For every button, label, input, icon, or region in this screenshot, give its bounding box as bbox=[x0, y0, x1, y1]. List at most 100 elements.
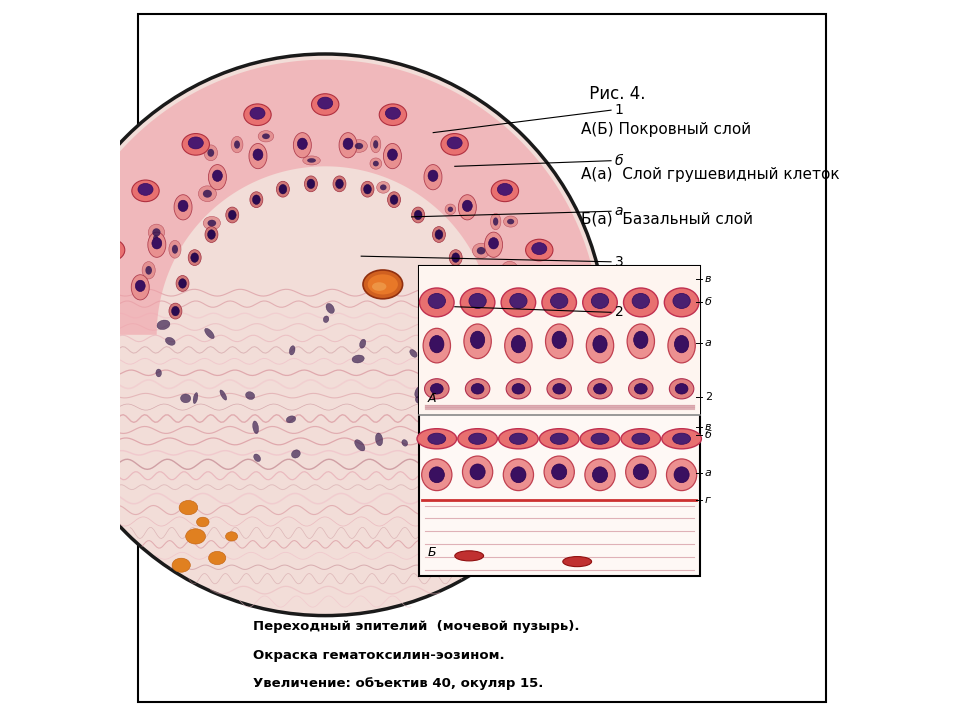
Ellipse shape bbox=[445, 204, 456, 215]
Ellipse shape bbox=[430, 336, 444, 353]
Ellipse shape bbox=[416, 396, 422, 404]
Ellipse shape bbox=[673, 433, 690, 444]
Ellipse shape bbox=[234, 140, 240, 149]
Ellipse shape bbox=[135, 280, 145, 292]
Ellipse shape bbox=[669, 379, 694, 399]
Ellipse shape bbox=[412, 207, 424, 223]
Text: б: б bbox=[705, 297, 711, 307]
Ellipse shape bbox=[169, 240, 181, 258]
Text: а: а bbox=[705, 468, 711, 478]
Ellipse shape bbox=[132, 180, 159, 202]
Ellipse shape bbox=[675, 384, 688, 394]
Ellipse shape bbox=[664, 288, 699, 317]
Ellipse shape bbox=[661, 428, 702, 449]
Ellipse shape bbox=[180, 500, 198, 515]
Ellipse shape bbox=[182, 133, 209, 155]
Ellipse shape bbox=[491, 213, 501, 230]
Ellipse shape bbox=[423, 328, 450, 363]
Ellipse shape bbox=[207, 149, 214, 157]
Ellipse shape bbox=[205, 227, 218, 243]
Ellipse shape bbox=[487, 330, 495, 342]
Ellipse shape bbox=[352, 355, 364, 363]
Ellipse shape bbox=[402, 440, 408, 446]
Ellipse shape bbox=[246, 392, 254, 400]
Ellipse shape bbox=[203, 190, 212, 198]
Text: Увеличение: объектив 40, окуляр 15.: Увеличение: объектив 40, окуляр 15. bbox=[253, 678, 543, 690]
Ellipse shape bbox=[361, 181, 374, 197]
Ellipse shape bbox=[89, 323, 99, 330]
Ellipse shape bbox=[673, 294, 690, 308]
Ellipse shape bbox=[420, 288, 454, 317]
Ellipse shape bbox=[333, 176, 346, 192]
Ellipse shape bbox=[355, 143, 363, 149]
Ellipse shape bbox=[470, 464, 485, 480]
Ellipse shape bbox=[145, 266, 152, 274]
Ellipse shape bbox=[471, 306, 479, 316]
Ellipse shape bbox=[503, 459, 534, 490]
Ellipse shape bbox=[197, 517, 209, 527]
Ellipse shape bbox=[226, 207, 239, 223]
Ellipse shape bbox=[279, 184, 287, 194]
Ellipse shape bbox=[634, 331, 648, 348]
Ellipse shape bbox=[383, 143, 401, 168]
Ellipse shape bbox=[629, 379, 653, 399]
Ellipse shape bbox=[153, 235, 158, 241]
Ellipse shape bbox=[188, 137, 204, 149]
Ellipse shape bbox=[472, 243, 490, 258]
Ellipse shape bbox=[336, 179, 344, 189]
Text: в: в bbox=[705, 274, 711, 284]
Ellipse shape bbox=[495, 403, 505, 413]
Ellipse shape bbox=[380, 184, 387, 190]
Ellipse shape bbox=[632, 294, 650, 308]
Ellipse shape bbox=[302, 156, 321, 165]
Polygon shape bbox=[50, 60, 600, 335]
Ellipse shape bbox=[505, 328, 532, 363]
Ellipse shape bbox=[468, 433, 487, 444]
Ellipse shape bbox=[432, 227, 445, 243]
Ellipse shape bbox=[104, 243, 119, 255]
Ellipse shape bbox=[510, 294, 527, 308]
Text: Рис. 4.: Рис. 4. bbox=[585, 85, 646, 102]
Ellipse shape bbox=[148, 232, 166, 257]
Ellipse shape bbox=[292, 450, 300, 458]
Ellipse shape bbox=[368, 274, 398, 294]
Ellipse shape bbox=[460, 288, 495, 317]
Text: 2: 2 bbox=[614, 305, 623, 320]
Ellipse shape bbox=[172, 245, 178, 253]
Text: 1: 1 bbox=[614, 103, 623, 117]
Text: а: а bbox=[705, 338, 711, 348]
Ellipse shape bbox=[153, 228, 160, 237]
Ellipse shape bbox=[165, 337, 175, 346]
Ellipse shape bbox=[588, 379, 612, 399]
Ellipse shape bbox=[497, 184, 513, 195]
Ellipse shape bbox=[307, 158, 316, 163]
Text: 2: 2 bbox=[705, 392, 711, 402]
Ellipse shape bbox=[428, 433, 445, 444]
Ellipse shape bbox=[371, 136, 381, 153]
Ellipse shape bbox=[471, 384, 484, 394]
Ellipse shape bbox=[455, 551, 484, 561]
Ellipse shape bbox=[253, 454, 260, 462]
Ellipse shape bbox=[458, 194, 476, 220]
Ellipse shape bbox=[463, 456, 492, 487]
Ellipse shape bbox=[179, 279, 186, 288]
Ellipse shape bbox=[191, 253, 199, 262]
Ellipse shape bbox=[627, 324, 655, 359]
Ellipse shape bbox=[307, 179, 315, 189]
Text: А(а)  Слой грушевидный клеток: А(а) Слой грушевидный клеток bbox=[581, 167, 839, 181]
Ellipse shape bbox=[505, 280, 516, 292]
Ellipse shape bbox=[193, 392, 198, 404]
Ellipse shape bbox=[511, 467, 526, 482]
Ellipse shape bbox=[376, 181, 390, 193]
Ellipse shape bbox=[372, 282, 386, 291]
Ellipse shape bbox=[512, 384, 525, 394]
Text: а: а bbox=[614, 204, 623, 218]
Ellipse shape bbox=[464, 324, 492, 359]
Ellipse shape bbox=[428, 294, 445, 308]
Ellipse shape bbox=[666, 459, 697, 490]
Ellipse shape bbox=[585, 459, 615, 490]
Ellipse shape bbox=[226, 532, 238, 541]
Ellipse shape bbox=[258, 130, 274, 142]
Ellipse shape bbox=[624, 288, 658, 317]
Ellipse shape bbox=[506, 379, 531, 399]
